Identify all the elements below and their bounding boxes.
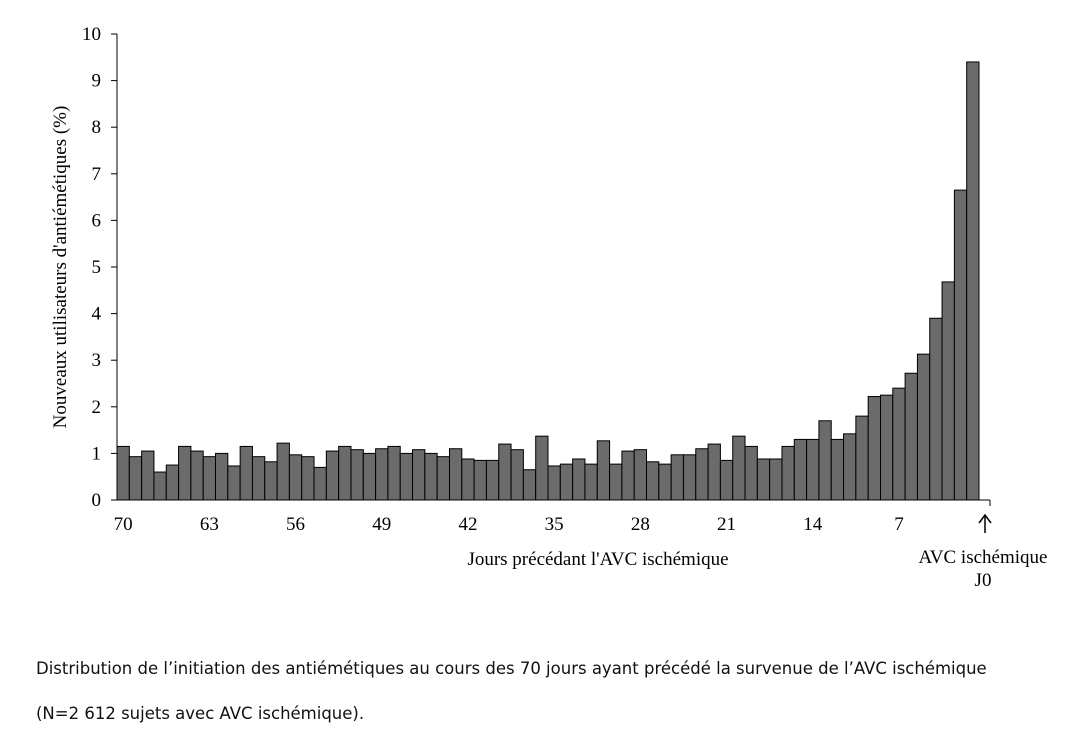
bar xyxy=(375,448,389,501)
bar xyxy=(153,471,167,501)
bar xyxy=(362,452,377,501)
bar xyxy=(301,456,315,501)
bar xyxy=(867,396,881,501)
bar xyxy=(424,452,438,501)
bar xyxy=(596,440,611,501)
bar xyxy=(178,445,192,501)
bar xyxy=(646,461,660,501)
bar xyxy=(879,394,894,501)
bar xyxy=(695,448,709,501)
x-tick-label: 28 xyxy=(631,514,650,535)
bar xyxy=(264,461,278,501)
x-tick-label: 7 xyxy=(894,514,904,535)
bar xyxy=(141,450,155,501)
bar xyxy=(165,464,180,501)
bar xyxy=(966,61,980,501)
bar xyxy=(584,463,598,501)
bar xyxy=(399,452,414,501)
bar xyxy=(793,438,808,501)
bar xyxy=(498,443,512,501)
x-tick-label: 56 xyxy=(286,514,305,535)
bar xyxy=(535,435,549,501)
bar xyxy=(510,449,524,501)
bar xyxy=(448,448,463,501)
arrow xyxy=(978,513,992,533)
bar xyxy=(522,469,537,501)
y-tick-label: 7 xyxy=(92,164,102,185)
y-tick-label: 3 xyxy=(92,350,102,371)
bar xyxy=(929,317,943,501)
bar xyxy=(892,387,906,501)
bar xyxy=(572,458,586,501)
y-tick-label: 5 xyxy=(92,257,102,278)
y-tick-label: 0 xyxy=(92,490,102,511)
bar xyxy=(904,372,918,501)
bar xyxy=(670,454,684,501)
bar xyxy=(251,456,266,501)
bar xyxy=(461,458,475,501)
bar xyxy=(682,454,697,501)
bar xyxy=(412,449,426,501)
y-tick-label: 10 xyxy=(82,24,101,45)
bar xyxy=(756,458,771,501)
bar xyxy=(215,452,229,501)
x-tick-label: 14 xyxy=(803,514,823,535)
bar xyxy=(473,459,487,501)
x-tick-label: 70 xyxy=(114,514,133,535)
chart: Nouveaux utilisateurs d'antiémétiques (%… xyxy=(50,24,1048,591)
bar xyxy=(325,450,340,501)
bar xyxy=(547,465,561,501)
bar xyxy=(350,449,364,501)
y-tick-label: 2 xyxy=(92,397,102,418)
bar xyxy=(276,442,290,501)
bar xyxy=(855,415,869,501)
bar xyxy=(633,449,648,501)
y-tick-label: 1 xyxy=(92,443,102,464)
bar xyxy=(658,463,672,501)
bar xyxy=(436,456,450,501)
bar xyxy=(843,433,857,501)
bar xyxy=(609,463,623,501)
annotation: AVC ischémique xyxy=(919,547,1048,568)
bar xyxy=(916,353,931,501)
caption: Distribution de l’initiation des antiémé… xyxy=(36,659,987,723)
bar xyxy=(707,443,721,501)
bar xyxy=(818,420,832,501)
bar xyxy=(387,445,401,501)
bar xyxy=(621,450,635,501)
bar xyxy=(227,465,241,501)
x-tick-label: 49 xyxy=(372,514,391,535)
bar xyxy=(830,438,845,501)
bar xyxy=(953,189,968,501)
bar xyxy=(781,445,795,501)
x-tick-label: 42 xyxy=(458,514,477,535)
bar xyxy=(719,459,734,501)
bar xyxy=(338,445,352,501)
bar xyxy=(941,281,955,501)
bar xyxy=(190,450,204,501)
bar xyxy=(485,459,500,501)
y-tick-label: 9 xyxy=(92,71,102,92)
y-axis-label: Nouveaux utilisateurs d'antiémétiques (%… xyxy=(50,106,71,429)
bar xyxy=(202,456,217,501)
bar xyxy=(732,435,746,501)
y-tick-label: 4 xyxy=(92,304,102,325)
annotation: J0 xyxy=(975,570,992,591)
bar xyxy=(116,445,130,501)
x-tick-label: 35 xyxy=(545,514,564,535)
bar xyxy=(806,438,820,501)
y-tick-label: 8 xyxy=(92,117,102,138)
bar xyxy=(769,458,783,501)
bar xyxy=(128,456,143,501)
x-tick-label: 63 xyxy=(200,514,219,535)
bar xyxy=(288,454,303,501)
bar xyxy=(744,445,758,501)
bar xyxy=(559,463,574,501)
x-axis-label: Jours précédant l'AVC ischémique xyxy=(467,549,728,570)
x-tick-label: 21 xyxy=(717,514,736,535)
bar xyxy=(239,445,253,501)
y-tick-label: 6 xyxy=(92,210,102,231)
bar xyxy=(313,466,327,501)
